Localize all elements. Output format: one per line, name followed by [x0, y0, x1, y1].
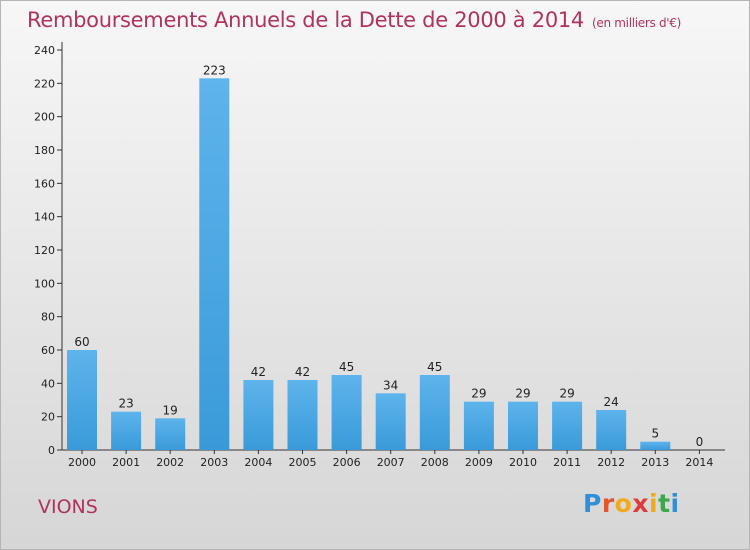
- y-tick-label: 40: [41, 377, 55, 390]
- y-tick-label: 20: [41, 411, 55, 424]
- bar-value-label: 42: [251, 365, 266, 379]
- proxiti-logo: Proxiti: [583, 489, 680, 518]
- bar-value-label: 24: [604, 395, 619, 409]
- bar-value-label: 19: [163, 403, 178, 417]
- x-tick-label: 2001: [112, 456, 140, 469]
- y-tick-label: 180: [34, 144, 55, 157]
- x-tick-label: 2012: [597, 456, 625, 469]
- x-tick-label: 2006: [333, 456, 361, 469]
- x-tick-label: 2009: [465, 456, 493, 469]
- bar-value-label: 29: [471, 387, 486, 401]
- x-tick-label: 2011: [553, 456, 581, 469]
- bar-value-label: 223: [203, 63, 226, 77]
- chart-title: Remboursements Annuels de la Dette de 20…: [27, 8, 681, 32]
- y-tick-label: 100: [34, 277, 55, 290]
- chart-subtitle: (en milliers d'€): [592, 16, 682, 30]
- bar-value-label: 23: [118, 397, 133, 411]
- y-tick-label: 140: [34, 211, 55, 224]
- bar: [375, 393, 406, 450]
- bar: [331, 375, 362, 450]
- x-tick-label: 2002: [156, 456, 184, 469]
- bar-value-label: 29: [559, 387, 574, 401]
- x-tick-label: 2013: [641, 456, 669, 469]
- bar: [508, 401, 538, 450]
- logo-letter: t: [658, 489, 671, 518]
- bar: [419, 375, 450, 450]
- x-tick-label: 2005: [289, 456, 317, 469]
- bar: [199, 78, 230, 450]
- x-tick-label: 2003: [200, 456, 228, 469]
- logo-letter: o: [614, 489, 633, 518]
- x-tick-label: 2008: [421, 456, 449, 469]
- bar-value-label: 29: [515, 387, 530, 401]
- bar-value-label: 5: [651, 427, 659, 441]
- bar: [67, 350, 97, 450]
- bar-value-label: 45: [339, 360, 354, 374]
- y-tick-label: 220: [34, 77, 55, 90]
- y-tick-label: 60: [41, 344, 55, 357]
- x-tick-label: 2004: [244, 456, 272, 469]
- bar-value-label: 42: [295, 365, 310, 379]
- bar: [111, 411, 142, 450]
- bar: [552, 401, 583, 450]
- bar-value-label: 34: [383, 378, 398, 392]
- logo-letter: i: [670, 489, 680, 518]
- y-tick-label: 240: [34, 44, 55, 57]
- y-tick-label: 80: [41, 311, 55, 324]
- logo-letter: P: [583, 489, 602, 518]
- bar: [243, 380, 274, 450]
- chart-title-text: Remboursements Annuels de la Dette de 20…: [27, 8, 584, 32]
- logo-letter: i: [649, 489, 659, 518]
- y-tick-label: 160: [34, 177, 55, 190]
- logo-letter: x: [632, 489, 649, 518]
- logo-letter: r: [601, 489, 615, 518]
- y-tick-label: 0: [48, 444, 55, 457]
- bar: [287, 380, 318, 450]
- x-tick-label: 2010: [509, 456, 537, 469]
- bar-value-label: 0: [696, 435, 704, 449]
- y-tick-label: 200: [34, 111, 55, 124]
- x-tick-label: 2014: [685, 456, 713, 469]
- commune-name: VIONS: [38, 496, 98, 518]
- bar-value-label: 45: [427, 360, 442, 374]
- bar: [155, 418, 186, 450]
- x-tick-label: 2000: [68, 456, 96, 469]
- bar: [596, 410, 627, 450]
- bar-value-label: 60: [74, 335, 89, 349]
- bar: [640, 441, 671, 450]
- x-tick-label: 2007: [377, 456, 405, 469]
- bar: [463, 401, 494, 450]
- y-tick-label: 120: [34, 244, 55, 257]
